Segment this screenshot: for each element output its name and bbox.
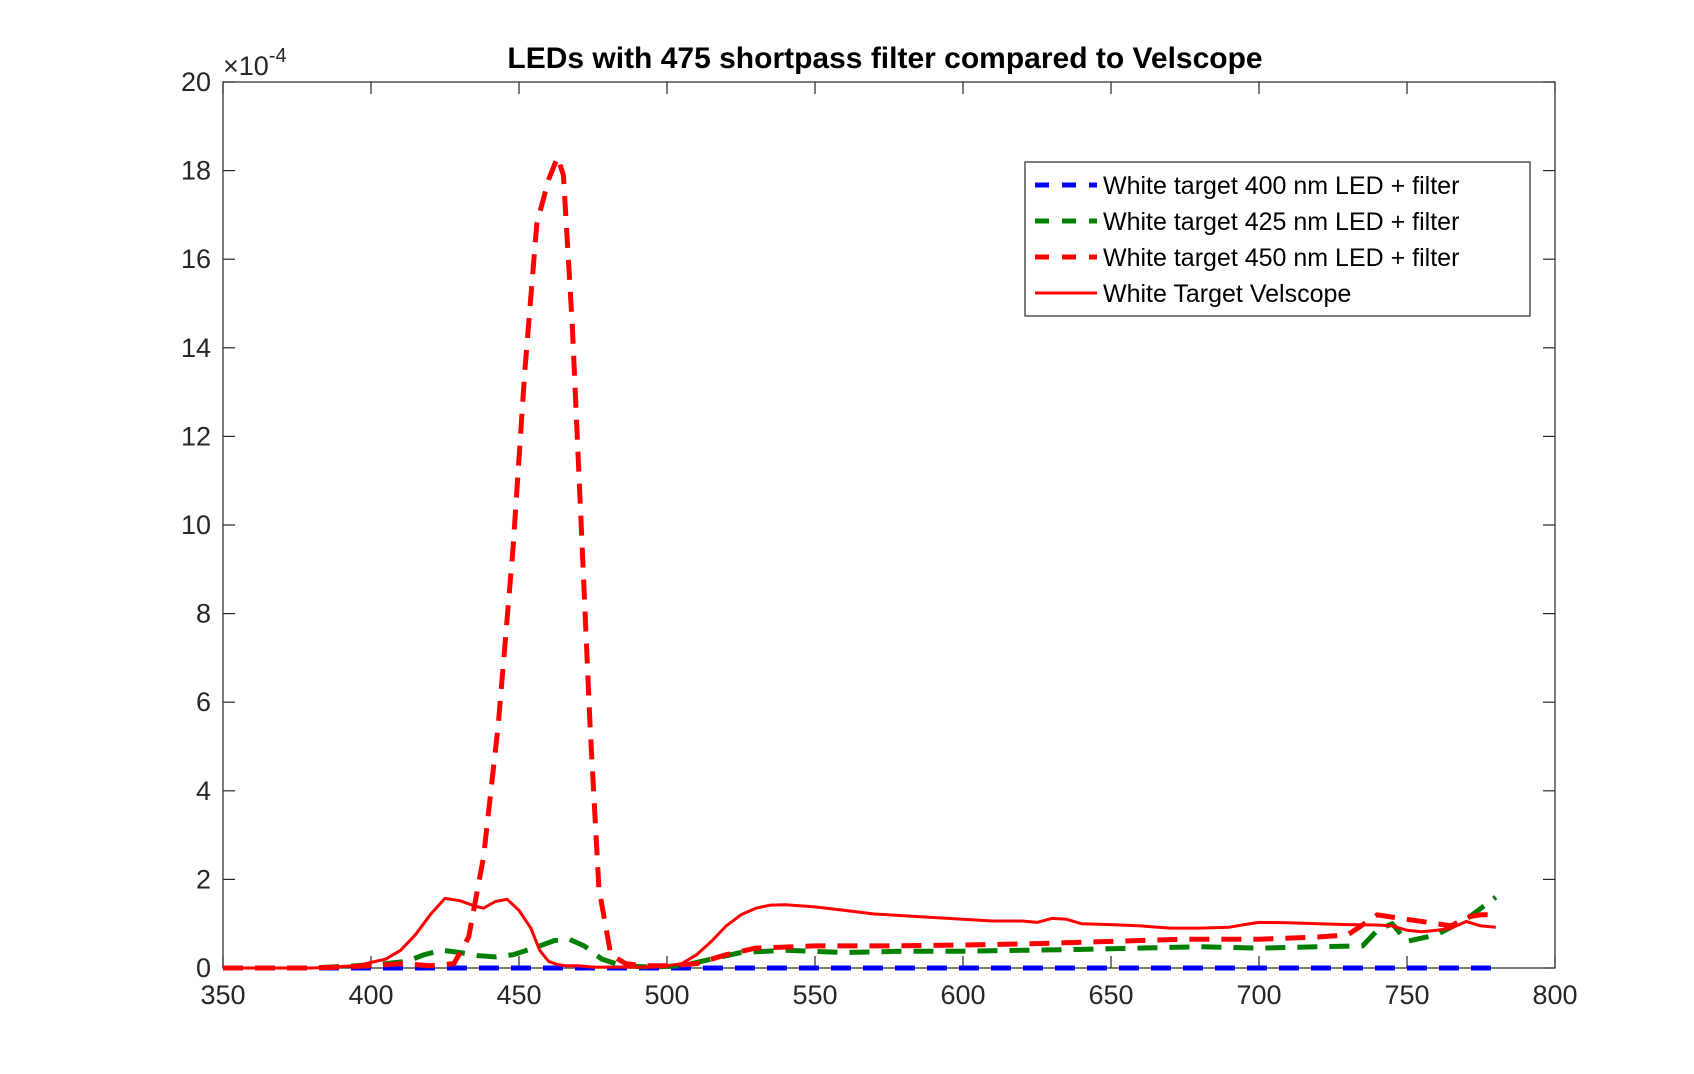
x-tick-label: 600 bbox=[940, 980, 985, 1010]
y-tick-label: 18 bbox=[181, 156, 211, 186]
series-layer bbox=[223, 154, 1498, 971]
x-tick-label: 700 bbox=[1236, 980, 1281, 1010]
y-multiplier-base: 10 bbox=[239, 51, 269, 81]
x-tick-label: 500 bbox=[644, 980, 689, 1010]
y-axis-multiplier: ×10-4 bbox=[223, 45, 287, 81]
x-tick-label: 350 bbox=[200, 980, 245, 1010]
y-tick-label: 14 bbox=[181, 333, 211, 363]
y-tick-label: 0 bbox=[196, 953, 211, 983]
x-tick-label: 650 bbox=[1088, 980, 1133, 1010]
y-multiplier-times: × bbox=[223, 51, 239, 81]
legend-label-0: White target 400 nm LED + filter bbox=[1103, 172, 1459, 200]
legend-label-2: White target 450 nm LED + filter bbox=[1103, 244, 1459, 272]
legend: White target 400 nm LED + filter White ta… bbox=[1024, 161, 1531, 317]
x-tick-label: 450 bbox=[496, 980, 541, 1010]
x-axis: 350 400 450 500 550 600 650 700 750 800 bbox=[200, 82, 1578, 1010]
y-tick-label: 12 bbox=[181, 421, 211, 451]
y-axis: 0 2 4 6 8 10 12 14 16 18 20 bbox=[181, 67, 1555, 983]
y-tick-label: 20 bbox=[181, 67, 211, 97]
x-tick-label: 550 bbox=[792, 980, 837, 1010]
legend-label-1: White target 425 nm LED + filter bbox=[1103, 208, 1459, 236]
series-line-2 bbox=[223, 154, 1496, 971]
y-tick-label: 4 bbox=[196, 776, 211, 806]
y-tick-label: 8 bbox=[196, 599, 211, 629]
y-tick-label: 2 bbox=[196, 864, 211, 894]
chart-title: LEDs with 475 shortpass filter compared … bbox=[507, 42, 1262, 75]
x-tick-label: 800 bbox=[1532, 980, 1577, 1010]
legend-label-3: White Target Velscope bbox=[1103, 280, 1351, 308]
y-tick-label: 6 bbox=[196, 687, 211, 717]
legend-entries: White target 400 nm LED + filter White ta… bbox=[1035, 172, 1459, 308]
y-tick-label: 10 bbox=[181, 510, 211, 540]
x-tick-label: 750 bbox=[1384, 980, 1429, 1010]
legend-box bbox=[1024, 161, 1531, 317]
x-tick-label: 400 bbox=[348, 980, 393, 1010]
y-tick-label: 16 bbox=[181, 244, 211, 274]
y-multiplier-exponent: -4 bbox=[269, 45, 287, 67]
series-line-3 bbox=[223, 896, 1496, 970]
